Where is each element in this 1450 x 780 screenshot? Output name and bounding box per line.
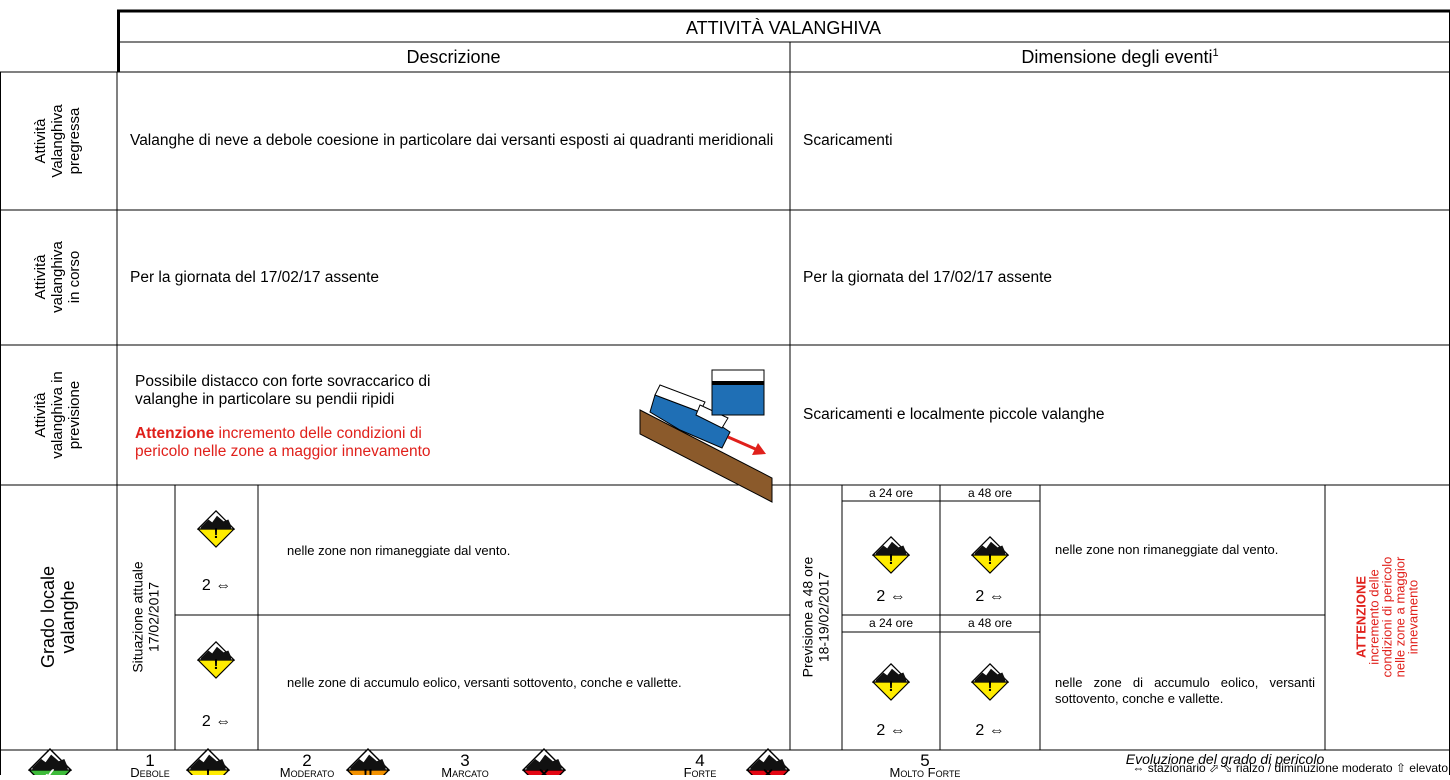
grade-warning: ATTENZIONE incremento delle condizioni d… — [1354, 557, 1421, 678]
svg-text:✕: ✕ — [762, 766, 775, 775]
level: 2 ⇔ — [201, 713, 232, 730]
svg-text:!!: !! — [363, 766, 373, 775]
warning-bold: Attenzione — [135, 425, 215, 442]
forecast-label: Previsione a 48 ore 18-19/02/2017 — [799, 556, 831, 678]
label-line: pregressa — [65, 107, 83, 175]
label-line: 18-19/02/2017 — [815, 571, 831, 663]
label-line: previsione — [65, 380, 83, 450]
legend-number: 3 — [460, 751, 470, 770]
label-line: Attività — [31, 118, 49, 164]
dimension: Per la giornata del 17/02/17 assente — [803, 268, 1053, 286]
legend-name: Molto Forte — [889, 765, 961, 780]
label-line: valanghiva in — [48, 371, 66, 459]
dimension: Scaricamenti e localmente piccole valang… — [803, 406, 1105, 423]
warning: Attenzione incremento delle condizioni d… — [135, 425, 470, 461]
legend-name: Debole — [130, 765, 170, 780]
level: 2 ⇔ — [201, 577, 232, 594]
svg-text:!: ! — [988, 678, 993, 695]
legend-name: Moderato — [279, 765, 335, 780]
label-line: valanghiva — [48, 241, 66, 313]
label-line: Valanghiva — [48, 104, 66, 178]
grade-text: nelle zone non rimaneggiate dal vento. — [287, 542, 511, 558]
label-line: in corso — [65, 250, 83, 304]
level: 2 ⇔ — [975, 722, 1005, 739]
label-line: valanghe — [58, 580, 78, 654]
description: Valanghe di neve a debole coesione in pa… — [130, 131, 774, 149]
row-label: Grado locale valanghe — [38, 566, 78, 668]
row-label: Attività valanghiva in corso — [31, 241, 83, 313]
row-label: Attività valanghiva in previsione — [31, 371, 83, 459]
footnote-mark: 1 — [1212, 47, 1219, 59]
grade-text: nelle zone di accumulo eolico, versanti … — [1055, 675, 1315, 706]
svg-text:!: ! — [206, 766, 211, 775]
legend-name: Marcato — [441, 765, 489, 780]
svg-text:!: ! — [889, 678, 894, 695]
horizon: a 48 ore — [967, 486, 1013, 500]
legend-number: 1 — [145, 751, 155, 770]
evolution-text: ⇔ stazionario ⬀ ⬂ rialzo / diminuzione m… — [1132, 761, 1448, 775]
label-line: Previsione a 48 ore — [799, 556, 816, 678]
warning-line: innevamento — [1405, 579, 1421, 655]
horizon: a 48 ore — [967, 616, 1013, 630]
label-line: Attività — [31, 254, 49, 300]
grade-text: nelle zone non rimaneggiate dal vento. — [1055, 542, 1279, 558]
label-line: Grado locale — [37, 565, 58, 669]
description: Per la giornata del 17/02/17 assente — [130, 268, 380, 286]
grade-text: nelle zone di accumulo eolico, versanti … — [287, 674, 682, 690]
description: Possibile distacco con forte sovraccaric… — [135, 345, 470, 485]
svg-text:!: ! — [889, 551, 894, 568]
horizon: a 24 ore — [868, 616, 914, 630]
svg-text:✕: ✕ — [538, 766, 551, 775]
column-header-text: Dimensione degli eventi — [1021, 47, 1213, 67]
current-label: Situazione attuale 17/02/2017 — [129, 561, 161, 673]
level: 2 ⇔ — [975, 588, 1005, 605]
description-text: Possibile distacco con forte sovraccaric… — [135, 373, 431, 409]
dimension: Scaricamenti — [803, 132, 893, 149]
horizon: a 24 ore — [868, 486, 914, 500]
evolution-title: Evoluzione del grado di pericolo — [1125, 751, 1325, 767]
svg-text:!: ! — [988, 551, 993, 568]
legend-number: 5 — [920, 751, 930, 770]
legend-number: 2 — [302, 751, 312, 770]
svg-text:!: ! — [214, 656, 219, 673]
label-line: 17/02/2017 — [145, 581, 161, 653]
column-header: Dimensione degli eventi1 — [790, 47, 1450, 68]
level: 2 ⇔ — [876, 722, 906, 739]
warning-text: incremento delle condizioni di pericolo … — [135, 425, 431, 460]
row-label: Attività Valanghiva pregressa — [31, 104, 83, 178]
legend-name: Forte — [683, 765, 717, 780]
level: 2 ⇔ — [876, 588, 906, 605]
legend-number: 4 — [695, 751, 705, 770]
label-line: Situazione attuale — [129, 561, 146, 673]
column-header: Descrizione — [406, 47, 501, 67]
svg-text:✓: ✓ — [44, 766, 57, 775]
svg-text:!: ! — [214, 525, 219, 542]
label-line: Attività — [31, 392, 49, 438]
title: ATTIVITÀ VALANGHIVA — [685, 18, 882, 38]
